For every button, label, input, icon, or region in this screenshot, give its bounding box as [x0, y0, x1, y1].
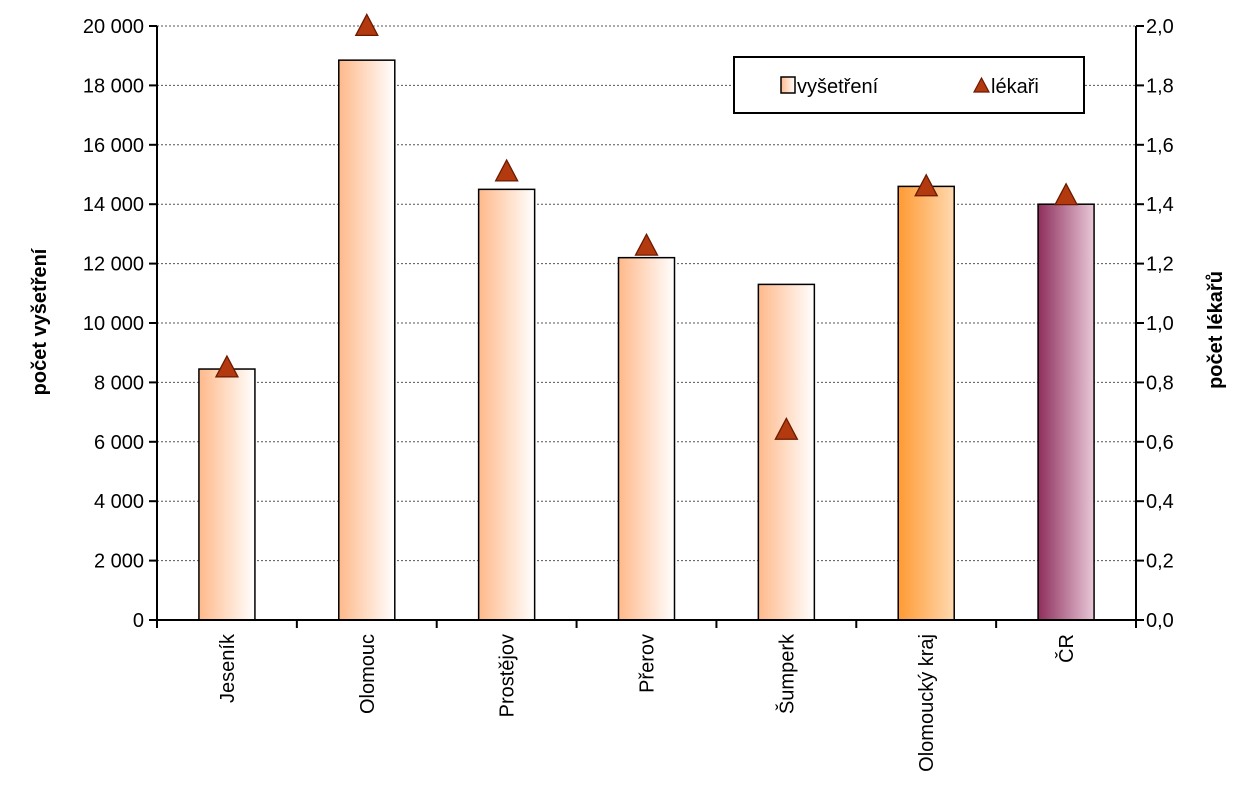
legend-swatch-lekari: [972, 76, 991, 93]
bars: [198, 59, 1095, 621]
legend-swatch-vysetreni: [780, 76, 796, 94]
category-label: Jeseník: [217, 633, 239, 703]
category-label: Olomouc: [357, 634, 379, 714]
marker-3: [634, 232, 659, 256]
category-labels: Jeseník Olomouc Prostějov Přerov Šumperk Olom…: [217, 633, 1078, 772]
marker-4: [774, 416, 799, 440]
right-tick-labels: 0,0 0,2 0,4 0,6 0,8 1,0 1,2 1,4 1,6 1,8 2,0: [1146, 16, 1174, 632]
legend-label-lekari: lékaři: [991, 76, 1039, 98]
right-tick-label: 1,6: [1146, 135, 1174, 157]
left-tick-label: 0: [133, 610, 144, 632]
left-tick-label: 10 000: [83, 313, 144, 335]
bar-1: [338, 59, 396, 621]
bar-0: [198, 368, 256, 621]
left-tick-label: 20 000: [83, 16, 144, 38]
right-tick-label: 1,8: [1146, 75, 1174, 97]
legend: vyšetření lékaři: [733, 56, 1085, 114]
category-label: Olomoucký kraj: [916, 634, 938, 772]
right-tick-label: 0,0: [1146, 610, 1174, 632]
left-tick-label: 4 000: [94, 491, 144, 513]
marker-5: [914, 173, 939, 197]
marker-2: [494, 158, 519, 182]
bar-4: [757, 283, 816, 621]
marker-0: [214, 354, 240, 378]
bar-6: [1037, 203, 1095, 621]
left-axis-title: počet vyšetření: [29, 247, 51, 395]
left-tick-label: 14 000: [83, 194, 144, 216]
right-tick-label: 0,2: [1146, 551, 1174, 573]
left-tick-label: 8 000: [94, 372, 144, 394]
left-tick-label: 6 000: [94, 432, 144, 454]
bar-3: [617, 256, 676, 621]
marker-1: [354, 13, 379, 36]
category-label: ČR: [1055, 634, 1078, 663]
legend-label-vysetreni: vyšetření: [797, 76, 879, 98]
left-tick-labels: 0 2 000 4 000 6 000 8 000 10 000 12 000 14 000 1…: [83, 16, 144, 632]
left-tick-label: 2 000: [94, 551, 144, 573]
right-tick-label: 1,2: [1146, 254, 1174, 276]
left-tick-label: 16 000: [83, 135, 144, 157]
markers: [214, 13, 1079, 440]
left-tick-label: 18 000: [83, 75, 144, 97]
right-tick-label: 2,0: [1146, 16, 1174, 38]
left-tick-label: 12 000: [83, 254, 144, 276]
right-axis-title: počet lékařů: [1205, 271, 1227, 389]
axes: [149, 25, 1144, 628]
right-tick-label: 0,6: [1146, 432, 1174, 454]
category-label: Šumperk: [775, 633, 798, 714]
category-label: Prostějov: [497, 634, 519, 717]
right-tick-label: 1,4: [1146, 194, 1174, 216]
marker-6: [1053, 182, 1079, 206]
right-tick-label: 0,8: [1146, 372, 1174, 394]
right-tick-label: 1,0: [1146, 313, 1174, 335]
bar-5: [897, 185, 955, 621]
right-tick-label: 0,4: [1146, 491, 1174, 513]
bar-2: [477, 188, 536, 621]
category-label: Přerov: [637, 634, 659, 693]
